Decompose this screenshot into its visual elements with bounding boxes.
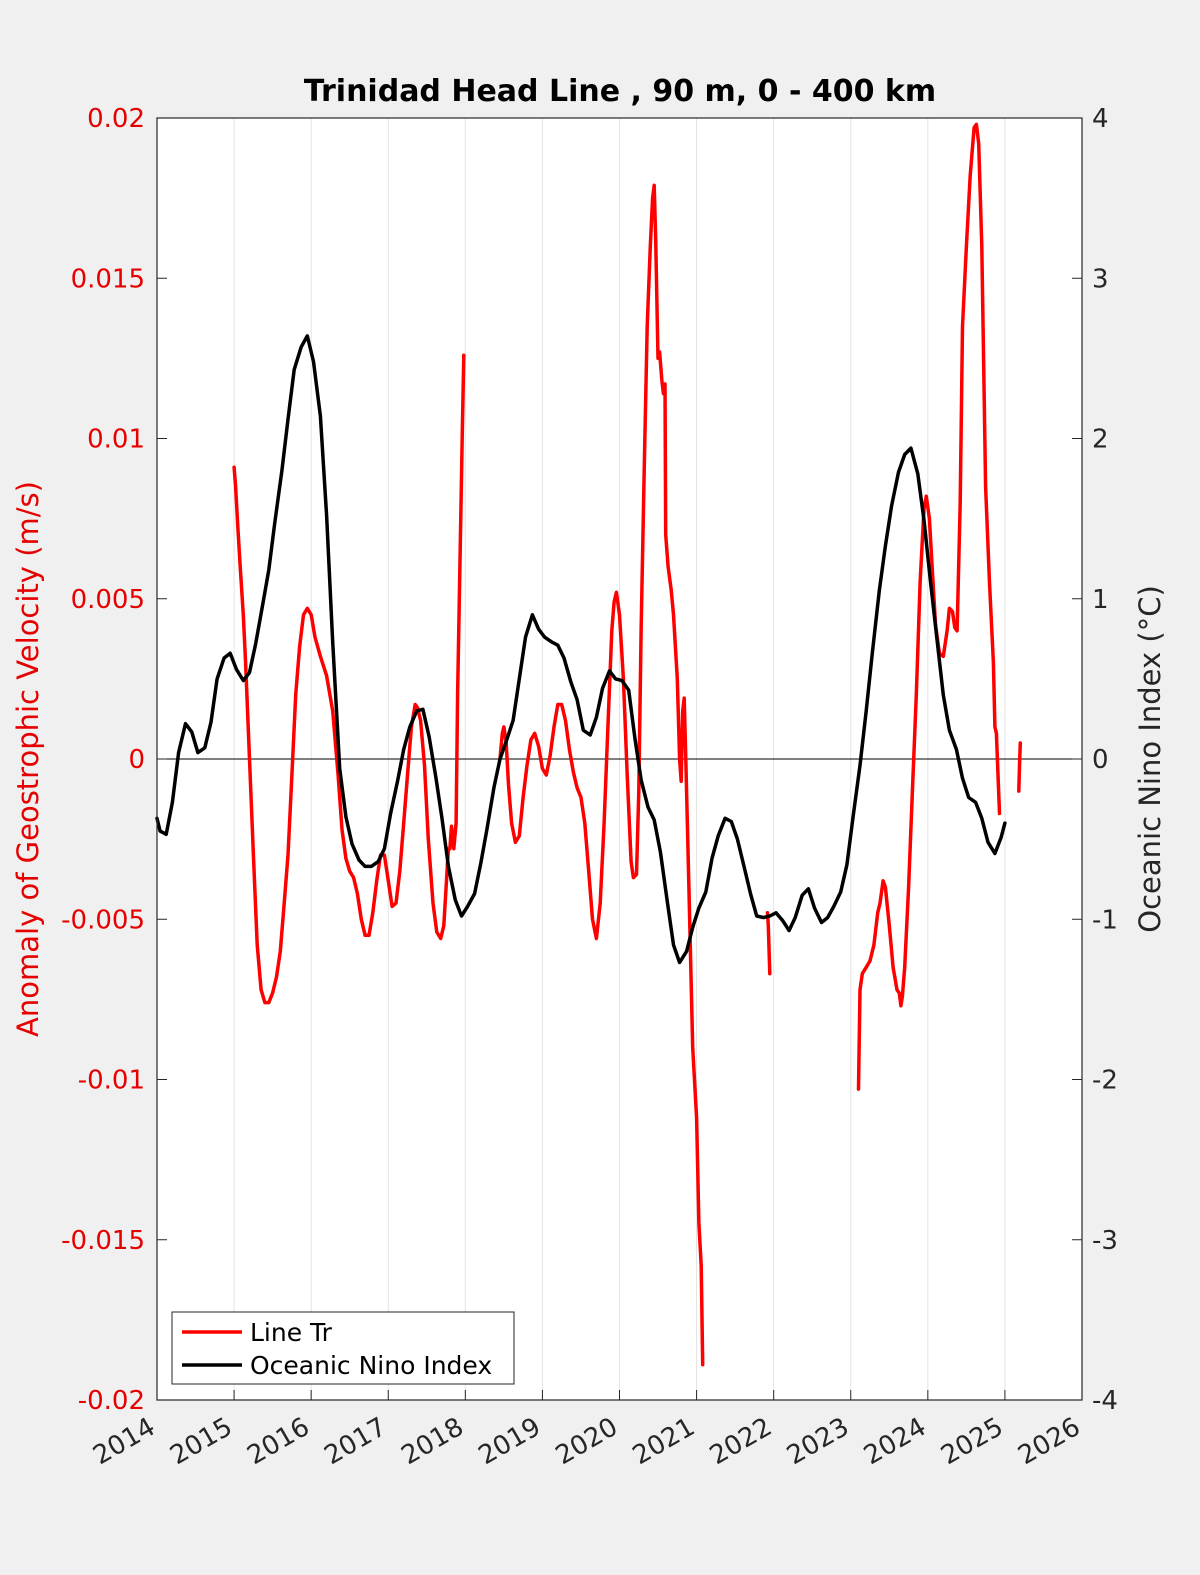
left-y-tick-label: -0.005	[61, 905, 145, 935]
right-y-tick-label: 0	[1092, 745, 1109, 775]
legend-oni-label: Oceanic Nino Index	[250, 1351, 492, 1380]
right-y-tick-label: -4	[1092, 1386, 1118, 1416]
x-tick-label: 2014	[88, 1412, 160, 1471]
right-y-tick-label: 3	[1092, 264, 1109, 294]
right-y-tick-label: 4	[1092, 104, 1109, 134]
x-tick-label: 2016	[242, 1412, 314, 1471]
x-tick-label: 2022	[705, 1412, 777, 1471]
line-tr-series-line	[1017, 741, 1023, 793]
right-y-tick-label: 1	[1092, 585, 1109, 615]
right-y-tick-label: -3	[1092, 1226, 1118, 1256]
x-tick-label: 2021	[628, 1412, 700, 1471]
left-y-tick-label: -0.015	[61, 1226, 145, 1256]
x-tick-label: 2020	[551, 1412, 623, 1471]
x-tick-label: 2025	[936, 1412, 1008, 1471]
left-y-tick-label: 0	[128, 745, 145, 775]
x-tick-label: 2019	[474, 1412, 546, 1471]
x-tick-label: 2015	[165, 1412, 237, 1471]
left-y-tick-label: 0.02	[87, 104, 145, 134]
left-axis-label: Anomaly of Geostrophic Velocity (m/s)	[11, 481, 45, 1037]
line-tr-series-line	[856, 122, 1002, 1091]
left-y-tick-label: 0.01	[87, 425, 145, 455]
oni-series-line	[155, 334, 1007, 965]
right-axis-label: Oceanic Nino Index (°C)	[1133, 585, 1167, 933]
left-y-tick-label: -0.01	[78, 1066, 145, 1096]
legend-box	[171, 1311, 515, 1385]
left-y-tick-label: -0.02	[78, 1386, 145, 1416]
x-tick-label: 2017	[319, 1412, 391, 1471]
x-tick-label: 2024	[859, 1412, 931, 1471]
right-y-tick-label: -2	[1092, 1066, 1118, 1096]
line-tr-series-line	[765, 911, 772, 976]
left-y-tick-label: 0.005	[71, 585, 145, 615]
legend-line-tr-label: Line Tr	[250, 1318, 333, 1347]
series-layer	[155, 122, 1023, 1367]
right-y-tick-label: 2	[1092, 425, 1109, 455]
line-tr-series-line	[232, 353, 466, 1005]
x-tick-label: 2026	[1013, 1412, 1085, 1471]
x-tick-label: 2023	[782, 1412, 854, 1471]
line-tr-series-line	[498, 183, 705, 1367]
legend: Line Tr Oceanic Nino Index	[171, 1311, 515, 1385]
left-y-tick-label: 0.015	[71, 264, 145, 294]
x-tick-label: 2018	[397, 1412, 469, 1471]
right-y-tick-label: -1	[1092, 905, 1118, 935]
chart-title: Trinidad Head Line , 90 m, 0 - 400 km	[304, 74, 936, 109]
